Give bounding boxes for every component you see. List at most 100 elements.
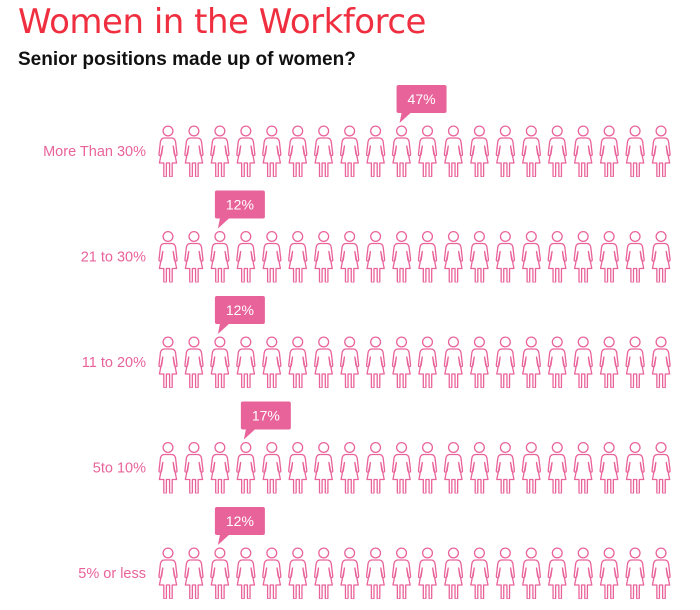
woman-icon [262,547,282,599]
woman-icon [339,125,360,177]
woman-icon [547,125,567,177]
value-badge [240,401,291,440]
chart-row: More Than 30% 47% [43,85,671,177]
chart-row: 21 to 30% 12% [81,190,671,283]
woman-icon [236,230,256,283]
woman-icon [365,336,386,388]
woman-icon [547,547,567,599]
woman-icon [391,441,412,494]
value-label: 47% [408,91,436,107]
woman-icon [599,230,619,283]
woman-icon [651,230,671,283]
woman-icon [314,125,334,177]
woman-icon [184,547,204,599]
woman-icon [625,125,645,177]
woman-icon [262,441,282,494]
chart-title: Women in the Workforce [18,2,426,42]
woman-icon [236,336,256,388]
woman-icon [365,547,386,599]
woman-icon [625,336,645,388]
woman-icon [184,125,204,177]
woman-icon [651,125,671,177]
woman-icon [573,125,593,177]
woman-icon [495,336,516,388]
woman-icon [210,336,230,388]
value-badge [214,190,265,229]
woman-icon [547,230,567,283]
woman-icon [625,230,645,283]
woman-icon [262,125,282,177]
woman-icon [365,125,386,177]
woman-icon [210,125,230,177]
woman-icon [547,441,567,494]
woman-icon [314,547,334,599]
woman-icon [339,230,360,283]
woman-icon [417,336,438,388]
woman-icon [391,230,412,283]
woman-icon [651,547,671,599]
woman-icon [391,125,412,177]
category-label: 5to 10% [93,461,146,477]
woman-icon [262,336,282,388]
woman-icon [469,230,490,283]
woman-icon [495,125,516,177]
chart-row: 5% or less 12% [78,507,671,599]
woman-icon [469,547,490,599]
woman-icon [210,230,230,283]
woman-icon [599,336,619,388]
woman-icon [262,230,282,283]
woman-icon [184,230,204,283]
woman-icon [651,336,671,388]
woman-icon [417,441,438,494]
woman-icon [314,441,334,494]
woman-icon [443,336,464,388]
woman-icon [469,336,490,388]
woman-icon [495,230,516,283]
woman-icon [443,125,464,177]
woman-icon [573,547,593,599]
woman-icon [184,336,204,388]
woman-icon [469,441,490,494]
woman-icon [599,547,619,599]
woman-icon [339,441,360,494]
woman-icon [314,230,334,283]
woman-icon [365,441,386,494]
woman-icon [521,547,541,599]
woman-icon [599,441,619,494]
woman-icon [210,441,230,494]
category-label: 11 to 20% [82,355,146,371]
woman-icon [288,547,308,599]
woman-icon [625,547,645,599]
woman-icon [443,230,464,283]
woman-icon [599,125,619,177]
woman-icon [391,547,412,599]
woman-icon [158,547,178,599]
woman-icon [573,230,593,283]
woman-icon [236,125,256,177]
value-label: 17% [252,408,280,424]
woman-icon [495,547,516,599]
woman-icon [651,441,671,494]
value-label: 12% [226,197,254,213]
woman-icon [391,336,412,388]
woman-icon [521,230,541,283]
woman-icon [288,441,308,494]
woman-icon [469,125,490,177]
value-label: 12% [226,302,254,318]
woman-icon [339,547,360,599]
woman-icon [573,336,593,388]
woman-icon [210,547,230,599]
woman-icon [573,441,593,494]
woman-icon [443,547,464,599]
woman-icon [521,125,541,177]
value-badge [214,507,265,545]
woman-icon [184,441,204,494]
woman-icon [417,230,438,283]
woman-icon [158,441,178,494]
woman-icon [625,441,645,494]
woman-icon [158,336,178,388]
chart-row: 11 to 20% 12% [82,296,671,388]
category-label: 21 to 30% [81,250,146,266]
woman-icon [236,441,256,494]
